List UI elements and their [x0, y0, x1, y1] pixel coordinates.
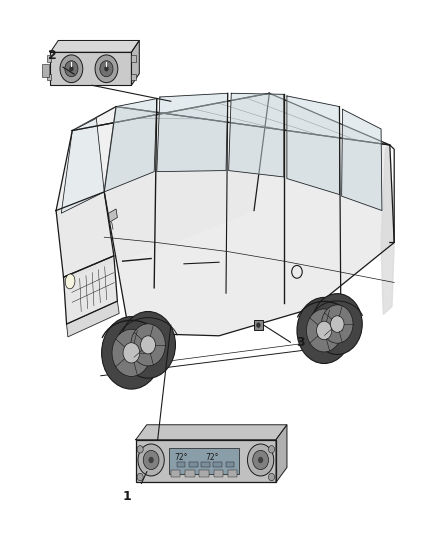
Circle shape [307, 309, 342, 352]
Polygon shape [50, 41, 139, 52]
Bar [131, 55, 136, 62]
Text: 72°: 72° [174, 454, 187, 463]
Text: 3: 3 [296, 336, 304, 349]
Bar [254, 320, 263, 330]
Bar [131, 74, 136, 80]
Circle shape [148, 457, 154, 463]
Bar [228, 470, 237, 477]
Circle shape [256, 322, 261, 328]
Bar [201, 462, 210, 467]
Bar [47, 74, 51, 80]
Circle shape [321, 305, 353, 343]
Text: 1: 1 [123, 490, 131, 503]
Bar [214, 470, 223, 477]
Circle shape [330, 316, 344, 333]
Polygon shape [109, 209, 117, 222]
Polygon shape [229, 93, 284, 177]
Polygon shape [104, 99, 157, 192]
Circle shape [137, 446, 143, 453]
Polygon shape [67, 301, 119, 337]
Bar [42, 64, 49, 77]
Polygon shape [287, 96, 339, 195]
Circle shape [123, 343, 140, 363]
Circle shape [131, 324, 165, 366]
Polygon shape [157, 93, 228, 172]
Circle shape [143, 450, 159, 470]
Polygon shape [381, 145, 394, 314]
Ellipse shape [65, 274, 75, 289]
Circle shape [141, 336, 155, 354]
Circle shape [268, 473, 275, 481]
Polygon shape [64, 256, 117, 324]
Polygon shape [61, 118, 104, 213]
Circle shape [102, 317, 161, 389]
Circle shape [253, 450, 268, 470]
Circle shape [65, 61, 78, 77]
Polygon shape [56, 192, 114, 277]
Bar [199, 470, 209, 477]
Polygon shape [56, 93, 269, 277]
Circle shape [69, 66, 74, 71]
Bar [169, 448, 239, 474]
Bar [47, 55, 51, 62]
Polygon shape [131, 41, 139, 85]
Circle shape [100, 61, 113, 77]
Circle shape [137, 473, 143, 481]
Bar [213, 462, 222, 467]
Polygon shape [104, 107, 394, 336]
Polygon shape [276, 425, 287, 482]
Circle shape [312, 294, 362, 354]
Circle shape [247, 444, 274, 476]
Polygon shape [136, 425, 287, 440]
Bar [185, 470, 194, 477]
Circle shape [138, 444, 164, 476]
Circle shape [120, 311, 176, 378]
Polygon shape [342, 109, 382, 211]
Bar [171, 470, 180, 477]
Circle shape [268, 446, 275, 453]
Circle shape [317, 321, 332, 340]
Circle shape [104, 66, 109, 71]
Bar [136, 440, 276, 482]
Bar [177, 462, 185, 467]
Circle shape [258, 457, 263, 463]
Text: 72°: 72° [206, 454, 219, 463]
Circle shape [112, 329, 151, 376]
Bar [50, 52, 131, 85]
Circle shape [95, 55, 118, 83]
Circle shape [60, 55, 83, 83]
Text: 2: 2 [48, 50, 57, 62]
Polygon shape [72, 93, 390, 145]
Bar [189, 462, 198, 467]
Bar [226, 462, 234, 467]
Circle shape [297, 297, 351, 364]
